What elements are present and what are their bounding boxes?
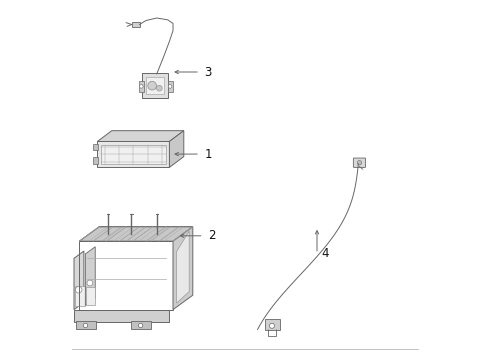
Polygon shape: [176, 231, 189, 303]
Bar: [75, 286, 85, 306]
Circle shape: [357, 161, 362, 165]
Polygon shape: [98, 131, 184, 141]
Polygon shape: [79, 227, 193, 241]
Circle shape: [270, 323, 274, 328]
Bar: [139, 81, 144, 92]
FancyBboxPatch shape: [142, 73, 169, 98]
Circle shape: [83, 323, 88, 328]
Polygon shape: [170, 131, 184, 167]
Bar: [93, 157, 98, 164]
Text: 3: 3: [204, 66, 212, 78]
Polygon shape: [74, 251, 84, 310]
Circle shape: [169, 85, 172, 88]
Polygon shape: [79, 227, 193, 241]
Polygon shape: [98, 141, 170, 167]
Bar: [131, 321, 151, 329]
Text: 4: 4: [321, 247, 329, 260]
Bar: [132, 22, 140, 27]
Bar: [101, 145, 166, 164]
Polygon shape: [85, 247, 95, 305]
Circle shape: [87, 280, 93, 286]
FancyBboxPatch shape: [353, 158, 366, 167]
Bar: [168, 81, 172, 92]
Polygon shape: [173, 227, 193, 310]
Bar: [86, 287, 95, 305]
Bar: [146, 77, 164, 94]
Circle shape: [139, 323, 143, 328]
Text: 1: 1: [204, 148, 212, 161]
Circle shape: [140, 85, 143, 88]
Bar: [93, 144, 98, 150]
Circle shape: [156, 85, 162, 91]
Text: 2: 2: [208, 229, 216, 242]
Circle shape: [75, 287, 82, 293]
Circle shape: [148, 81, 156, 90]
FancyBboxPatch shape: [265, 319, 280, 330]
Bar: [76, 321, 96, 329]
Polygon shape: [74, 310, 170, 322]
